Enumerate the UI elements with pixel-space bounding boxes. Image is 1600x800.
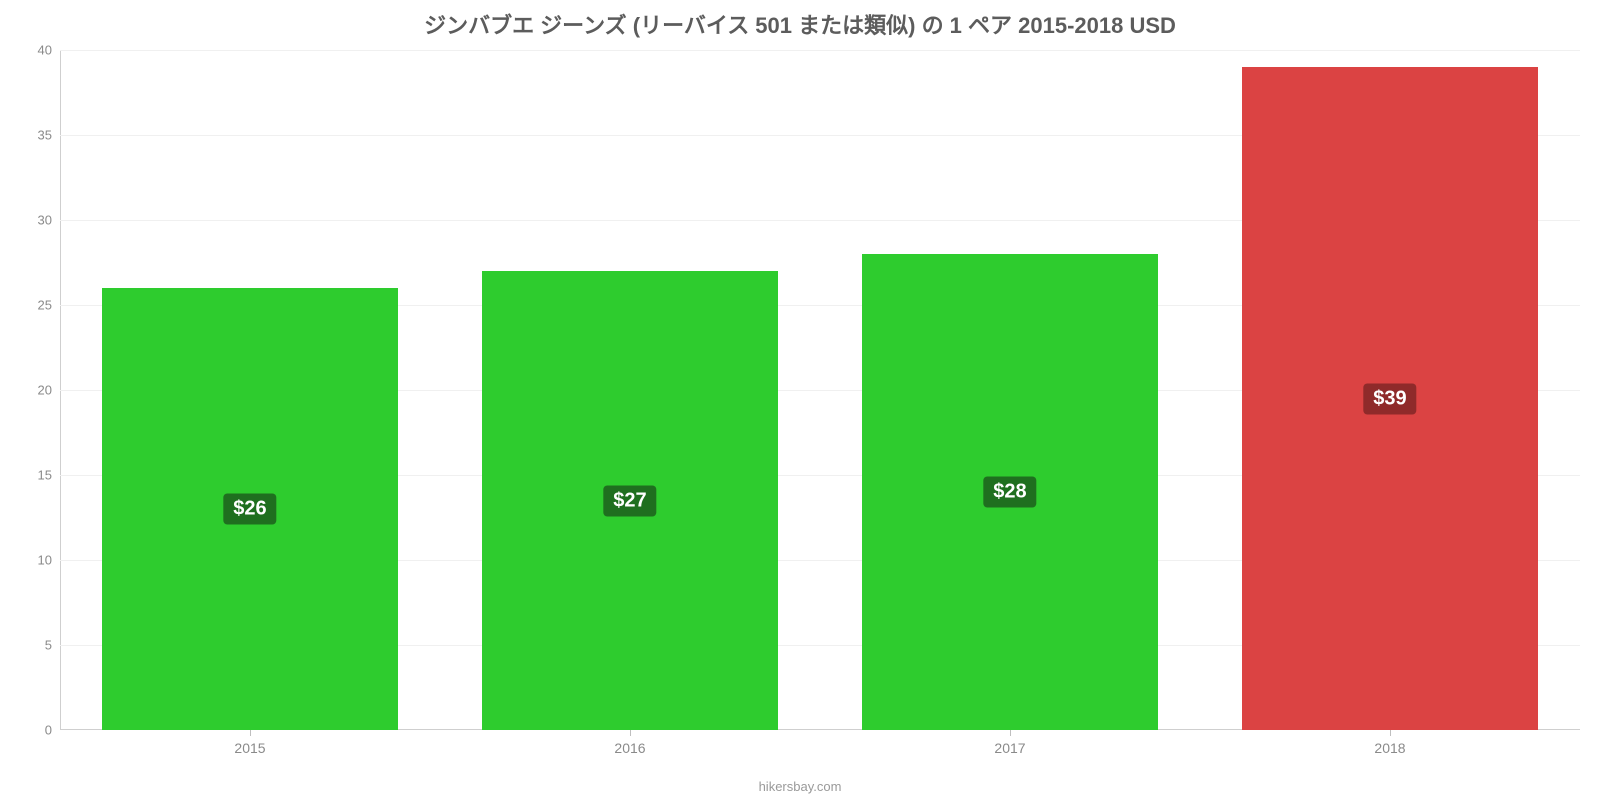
y-tick-label: 35 — [38, 128, 60, 143]
x-tick-label: 2016 — [614, 730, 645, 756]
y-tick-label: 10 — [38, 553, 60, 568]
source-attribution: hikersbay.com — [0, 779, 1600, 794]
bar: $26 — [102, 288, 398, 730]
y-tick-label: 40 — [38, 43, 60, 58]
x-tick-label: 2015 — [234, 730, 265, 756]
x-tick-label: 2018 — [1374, 730, 1405, 756]
bar-value-label: $39 — [1363, 383, 1416, 414]
gridline — [60, 50, 1580, 51]
bar: $28 — [862, 254, 1158, 730]
y-tick-label: 30 — [38, 213, 60, 228]
x-tick-label: 2017 — [994, 730, 1025, 756]
y-tick-label: 0 — [45, 723, 60, 738]
y-tick-label: 25 — [38, 298, 60, 313]
y-tick-label: 20 — [38, 383, 60, 398]
bar-chart: ジンバブエ ジーンズ (リーバイス 501 または類似) の 1 ペア 2015… — [0, 0, 1600, 800]
chart-title: ジンバブエ ジーンズ (リーバイス 501 または類似) の 1 ペア 2015… — [0, 8, 1600, 40]
plot-area: 0510152025303540$262015$272016$282017$39… — [60, 50, 1580, 730]
bar-value-label: $27 — [603, 485, 656, 516]
y-tick-label: 15 — [38, 468, 60, 483]
bar: $27 — [482, 271, 778, 730]
bar: $39 — [1242, 67, 1538, 730]
bar-value-label: $26 — [223, 494, 276, 525]
y-tick-label: 5 — [45, 638, 60, 653]
bar-value-label: $28 — [983, 477, 1036, 508]
